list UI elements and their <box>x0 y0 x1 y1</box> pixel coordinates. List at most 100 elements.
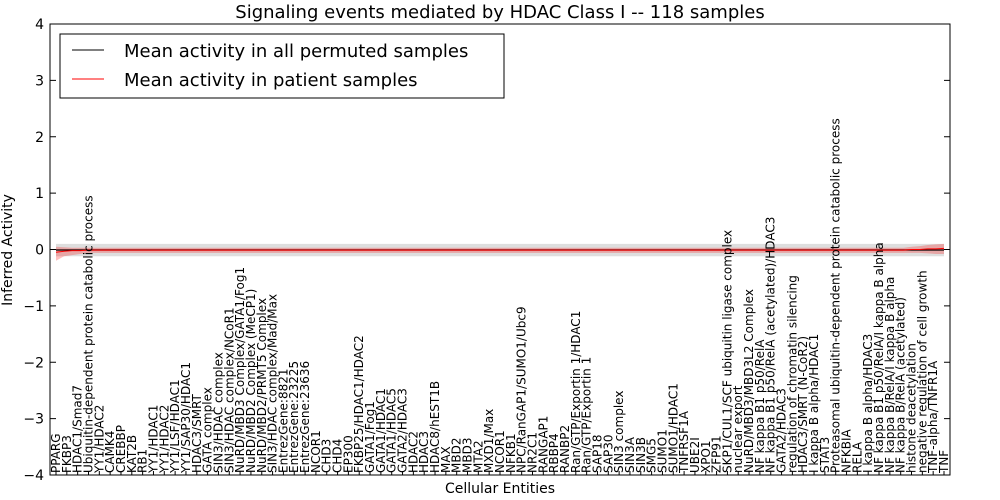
x-tick-label: NuRD/MBD3 Complex/GATA1/Fog1 <box>233 267 247 473</box>
x-tick-label: SIN3A <box>623 436 637 473</box>
x-tick-label: YY1/HDAC2 <box>157 405 171 474</box>
x-tick-label: YY1/SAP30/HDAC1 <box>179 362 193 474</box>
x-tick-label: MAX <box>439 446 453 473</box>
y-tick-label: 4 <box>35 17 44 33</box>
series-2-line <box>55 247 945 253</box>
y-tick-label: 0 <box>35 243 44 259</box>
x-tick-label: NFKBIA <box>840 428 854 473</box>
x-axis-category-labels: PPARGFKBP3HDAC1/Smad7Ubiquitin-dependent… <box>49 118 951 475</box>
x-tick-label: SIN3 complex <box>612 391 626 473</box>
x-tick-label: NuRD/MBD2/PRMT5 Complex <box>255 298 269 473</box>
x-tick-label: XPO1 <box>699 440 713 473</box>
x-tick-label: STAT3 <box>818 437 832 473</box>
x-tick-label: TNF-alpha/TNFR1A <box>926 360 940 474</box>
x-tick-label: GATA2/HDAC3 <box>396 388 410 473</box>
x-tick-label: I kappa B alpha/HDAC1 <box>807 334 821 473</box>
x-tick-label: NuRD/MBD3/MBD3L2 Complex <box>742 289 756 473</box>
x-tick-label: GATA1/HDAC5 <box>385 388 399 473</box>
x-tick-label: SMG5 <box>645 438 659 473</box>
legend-box <box>59 33 505 99</box>
x-tick-label: YY1/LSF/HDAC1 <box>168 379 182 474</box>
x-tick-label: NFKB1 <box>504 433 518 473</box>
x-tick-label: MXD1/Max <box>482 409 496 473</box>
x-tick-label: MTA2 <box>471 440 485 473</box>
x-tick-label: NF kappa B1 p50/RelA/I kappa B alpha <box>872 242 886 473</box>
x-tick-label: KAT2B <box>125 435 139 473</box>
x-tick-label: histone deacetylation <box>905 343 919 473</box>
y-tick-label: −4 <box>23 468 44 484</box>
x-tick-label: NF kappa B/RelA/I kappa B alpha <box>883 277 897 473</box>
x-tick-label: RBBP4 <box>547 433 561 473</box>
x-tick-label: EntrezGene:23636 <box>298 361 312 473</box>
x-tick-label: FKBP3 <box>60 435 74 473</box>
legend-label-1: Mean activity in all permuted samples <box>124 41 468 62</box>
x-tick-label: SIN3/HDAC complex <box>211 352 225 473</box>
x-tick-label: HDAC1/Smad7 <box>71 385 85 473</box>
x-tick-label: SAP18 <box>590 434 604 473</box>
x-tick-label: GATA1/Fog1 <box>363 401 377 473</box>
x-tick-label: PPARG <box>49 433 63 473</box>
x-tick-label: EntrezGene:23225 <box>287 361 301 473</box>
y-tick-label: 1 <box>35 186 44 202</box>
x-tick-label: HDAC3 <box>417 431 431 473</box>
x-tick-label: CHD4 <box>331 439 345 473</box>
x-tick-label: GATA complex <box>201 387 215 473</box>
x-tick-label: UBE2I <box>688 437 702 473</box>
x-tick-label: NuRD/MBD2 Complex (MeCP1) <box>244 289 258 473</box>
y-tick-label: 3 <box>35 73 44 89</box>
y-tick-label: −3 <box>23 412 44 428</box>
x-tick-label: NR2C1 <box>525 432 539 473</box>
x-tick-label: SUMO1 <box>655 429 669 473</box>
x-tick-label: GATA1/HDAC1 <box>374 388 388 473</box>
x-tick-label: YY1/HDAC1 <box>146 405 160 474</box>
x-tick-label: SUMO1/HDAC1 <box>666 383 680 473</box>
x-tick-label: NF kappa B1 p50/RelA <box>753 339 767 473</box>
y-axis-ticks: −4 −3 −2 −1 0 1 2 3 4 <box>23 17 950 484</box>
x-tick-label: NCOR1 <box>309 430 323 473</box>
x-tick-label: NPC/RanGAP1/SUMO1/Ubc9 <box>515 306 529 473</box>
x-tick-label: TNF <box>937 450 951 474</box>
plot-area <box>50 243 950 261</box>
x-tick-label: ZFP91 <box>710 435 724 473</box>
x-tick-label: NCOR1 <box>493 430 507 473</box>
x-tick-label: EP300 <box>341 435 355 473</box>
chart-title: Signaling events mediated by HDAC Class … <box>235 2 764 23</box>
x-tick-label: HDAC3/SMRT (N-CoR2) <box>796 336 810 473</box>
y-tick-label: −2 <box>23 355 44 371</box>
x-tick-label: negative regulation of cell growth <box>915 270 929 473</box>
legend: Mean activity in all permuted samples Mea… <box>59 33 505 99</box>
x-tick-label: NF kappa B/RelA (acetylated) <box>894 297 908 473</box>
x-tick-label: SIN3/HDAC complex/Mad/Max <box>266 294 280 473</box>
x-tick-label: HDAC3/SMRT <box>190 393 204 473</box>
legend-label-2: Mean activity in patient samples <box>124 70 418 91</box>
x-tick-label: NF kappa B1 p50/RelA (acetylated)/HDAC3 <box>764 217 778 473</box>
x-tick-label: nuclear export <box>731 385 745 473</box>
x-tick-label: FKBP25/HDAC1/HDAC2 <box>352 335 366 473</box>
x-tick-label: HDAC8/hEST1B <box>428 381 442 473</box>
y-tick-label: 2 <box>35 130 44 146</box>
x-tick-label: CREBBP <box>114 425 128 473</box>
x-tick-label: MBD3 <box>461 438 475 473</box>
x-tick-label: SIN3B <box>634 437 648 473</box>
x-tick-label: EntrezGene:8821 <box>276 369 290 474</box>
x-tick-label: RANBP2 <box>558 425 572 473</box>
x-tick-label: MBD2 <box>450 438 464 473</box>
x-tick-label: TNFRSF1A <box>677 410 691 474</box>
x-tick-label: Ran/GTP/Exportin 1 <box>580 357 594 473</box>
y-axis-label: Inferred Activity <box>0 194 16 306</box>
x-tick-label: Proteasomal ubiquitin-dependent protein … <box>829 118 843 473</box>
x-axis-label: Cellular Entities <box>445 481 555 497</box>
x-tick-label: CHD3 <box>320 439 334 473</box>
x-tick-label: RB1 <box>136 449 150 473</box>
series-2-band <box>56 243 944 261</box>
x-tick-label: Ubiquitin-dependent protein catabolic pr… <box>81 195 95 473</box>
x-tick-label: HDAC2 <box>406 431 420 473</box>
y-tick-label: −1 <box>23 299 44 315</box>
x-tick-label: SAP30 <box>601 434 615 473</box>
x-tick-label: RANGAP1 <box>536 416 550 473</box>
x-tick-label: CAMK4 <box>103 431 117 473</box>
x-tick-label: GATA2/HDAC3 <box>775 388 789 473</box>
x-tick-label: I kappa B alpha/HDAC3 <box>861 334 875 473</box>
x-tick-label: SIN3/HDAC complex/NCoR1 <box>222 307 236 473</box>
